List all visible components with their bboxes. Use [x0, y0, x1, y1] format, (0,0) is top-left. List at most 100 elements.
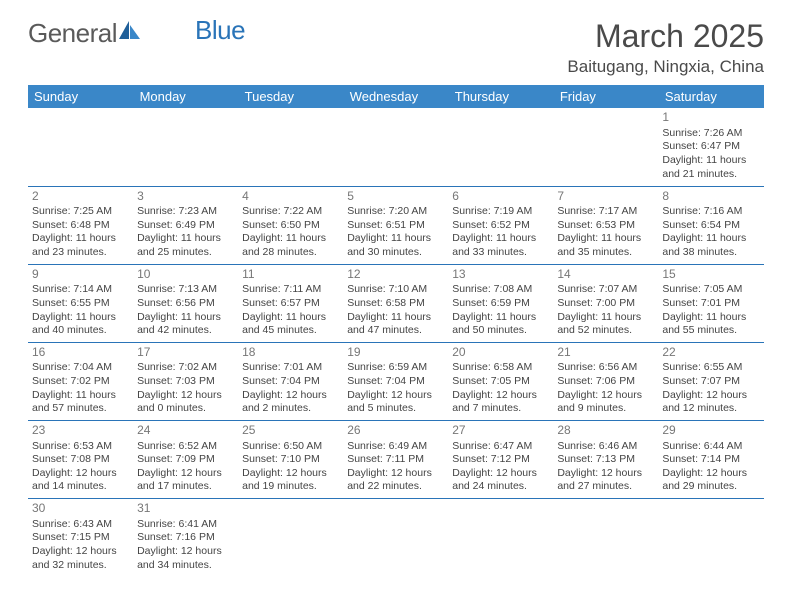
logo-text-2: Blue	[195, 15, 245, 46]
calendar-cell-empty	[28, 108, 133, 186]
daylight-line: Daylight: 11 hours and 33 minutes.	[452, 232, 549, 259]
calendar-cell-empty	[238, 499, 343, 577]
daylight-line: Daylight: 12 hours and 27 minutes.	[557, 467, 654, 494]
location-text: Baitugang, Ningxia, China	[567, 57, 764, 77]
calendar-cell: 29Sunrise: 6:44 AMSunset: 7:14 PMDayligh…	[658, 420, 763, 498]
calendar-cell: 9Sunrise: 7:14 AMSunset: 6:55 PMDaylight…	[28, 264, 133, 342]
day-number: 13	[452, 267, 549, 283]
sunrise-line: Sunrise: 7:25 AM	[32, 205, 129, 219]
sunrise-line: Sunrise: 7:16 AM	[662, 205, 759, 219]
calendar-cell-empty	[658, 499, 763, 577]
day-number: 26	[347, 423, 444, 439]
daylight-line: Daylight: 12 hours and 29 minutes.	[662, 467, 759, 494]
sunset-line: Sunset: 7:04 PM	[242, 375, 339, 389]
title-block: March 2025 Baitugang, Ningxia, China	[567, 18, 764, 77]
day-number: 6	[452, 189, 549, 205]
sunset-line: Sunset: 7:09 PM	[137, 453, 234, 467]
day-number: 24	[137, 423, 234, 439]
daylight-line: Daylight: 12 hours and 5 minutes.	[347, 389, 444, 416]
sunrise-line: Sunrise: 7:17 AM	[557, 205, 654, 219]
calendar-cell-empty	[343, 499, 448, 577]
day-number: 15	[662, 267, 759, 283]
calendar-body: 1Sunrise: 7:26 AMSunset: 6:47 PMDaylight…	[28, 108, 764, 577]
calendar-cell: 4Sunrise: 7:22 AMSunset: 6:50 PMDaylight…	[238, 186, 343, 264]
sunset-line: Sunset: 6:58 PM	[347, 297, 444, 311]
sunrise-line: Sunrise: 6:50 AM	[242, 440, 339, 454]
calendar-cell: 10Sunrise: 7:13 AMSunset: 6:56 PMDayligh…	[133, 264, 238, 342]
day-number: 17	[137, 345, 234, 361]
daylight-line: Daylight: 11 hours and 38 minutes.	[662, 232, 759, 259]
calendar-cell: 7Sunrise: 7:17 AMSunset: 6:53 PMDaylight…	[553, 186, 658, 264]
sunrise-line: Sunrise: 7:20 AM	[347, 205, 444, 219]
calendar-cell: 6Sunrise: 7:19 AMSunset: 6:52 PMDaylight…	[448, 186, 553, 264]
daylight-line: Daylight: 12 hours and 34 minutes.	[137, 545, 234, 572]
sunrise-line: Sunrise: 6:47 AM	[452, 440, 549, 454]
day-number: 20	[452, 345, 549, 361]
column-header: Thursday	[448, 85, 553, 108]
logo-text-1: General	[28, 18, 117, 49]
calendar-cell: 12Sunrise: 7:10 AMSunset: 6:58 PMDayligh…	[343, 264, 448, 342]
calendar-cell-empty	[133, 108, 238, 186]
sunset-line: Sunset: 7:11 PM	[347, 453, 444, 467]
day-number: 9	[32, 267, 129, 283]
calendar-cell: 31Sunrise: 6:41 AMSunset: 7:16 PMDayligh…	[133, 499, 238, 577]
calendar-cell-empty	[343, 108, 448, 186]
sunrise-line: Sunrise: 6:55 AM	[662, 361, 759, 375]
day-number: 16	[32, 345, 129, 361]
calendar-cell: 11Sunrise: 7:11 AMSunset: 6:57 PMDayligh…	[238, 264, 343, 342]
daylight-line: Daylight: 11 hours and 40 minutes.	[32, 311, 129, 338]
sunrise-line: Sunrise: 7:08 AM	[452, 283, 549, 297]
calendar-cell: 21Sunrise: 6:56 AMSunset: 7:06 PMDayligh…	[553, 342, 658, 420]
sunrise-line: Sunrise: 6:59 AM	[347, 361, 444, 375]
daylight-line: Daylight: 11 hours and 30 minutes.	[347, 232, 444, 259]
day-number: 4	[242, 189, 339, 205]
sunrise-line: Sunrise: 7:04 AM	[32, 361, 129, 375]
calendar-cell: 16Sunrise: 7:04 AMSunset: 7:02 PMDayligh…	[28, 342, 133, 420]
column-header: Saturday	[658, 85, 763, 108]
sunset-line: Sunset: 6:54 PM	[662, 219, 759, 233]
calendar-cell: 19Sunrise: 6:59 AMSunset: 7:04 PMDayligh…	[343, 342, 448, 420]
column-header: Friday	[553, 85, 658, 108]
daylight-line: Daylight: 12 hours and 2 minutes.	[242, 389, 339, 416]
sunrise-line: Sunrise: 6:44 AM	[662, 440, 759, 454]
sunset-line: Sunset: 7:07 PM	[662, 375, 759, 389]
day-number: 14	[557, 267, 654, 283]
logo: General Blue	[28, 18, 245, 49]
sunset-line: Sunset: 7:15 PM	[32, 531, 129, 545]
calendar-cell: 8Sunrise: 7:16 AMSunset: 6:54 PMDaylight…	[658, 186, 763, 264]
calendar-cell: 23Sunrise: 6:53 AMSunset: 7:08 PMDayligh…	[28, 420, 133, 498]
calendar-cell-empty	[553, 499, 658, 577]
sunset-line: Sunset: 6:48 PM	[32, 219, 129, 233]
sunset-line: Sunset: 7:08 PM	[32, 453, 129, 467]
sunrise-line: Sunrise: 7:02 AM	[137, 361, 234, 375]
calendar-cell: 24Sunrise: 6:52 AMSunset: 7:09 PMDayligh…	[133, 420, 238, 498]
calendar-table: SundayMondayTuesdayWednesdayThursdayFrid…	[28, 85, 764, 577]
sunrise-line: Sunrise: 6:58 AM	[452, 361, 549, 375]
sunset-line: Sunset: 7:04 PM	[347, 375, 444, 389]
day-number: 28	[557, 423, 654, 439]
daylight-line: Daylight: 12 hours and 22 minutes.	[347, 467, 444, 494]
calendar-cell: 25Sunrise: 6:50 AMSunset: 7:10 PMDayligh…	[238, 420, 343, 498]
calendar-cell: 30Sunrise: 6:43 AMSunset: 7:15 PMDayligh…	[28, 499, 133, 577]
calendar-cell: 20Sunrise: 6:58 AMSunset: 7:05 PMDayligh…	[448, 342, 553, 420]
day-number: 3	[137, 189, 234, 205]
sunrise-line: Sunrise: 7:01 AM	[242, 361, 339, 375]
sunrise-line: Sunrise: 6:46 AM	[557, 440, 654, 454]
sunset-line: Sunset: 6:50 PM	[242, 219, 339, 233]
calendar-cell: 18Sunrise: 7:01 AMSunset: 7:04 PMDayligh…	[238, 342, 343, 420]
daylight-line: Daylight: 11 hours and 35 minutes.	[557, 232, 654, 259]
sunset-line: Sunset: 7:05 PM	[452, 375, 549, 389]
sunset-line: Sunset: 6:49 PM	[137, 219, 234, 233]
sunrise-line: Sunrise: 7:23 AM	[137, 205, 234, 219]
daylight-line: Daylight: 11 hours and 23 minutes.	[32, 232, 129, 259]
daylight-line: Daylight: 12 hours and 32 minutes.	[32, 545, 129, 572]
sunset-line: Sunset: 6:56 PM	[137, 297, 234, 311]
daylight-line: Daylight: 12 hours and 9 minutes.	[557, 389, 654, 416]
day-number: 21	[557, 345, 654, 361]
sunset-line: Sunset: 7:10 PM	[242, 453, 339, 467]
sunset-line: Sunset: 7:03 PM	[137, 375, 234, 389]
column-header: Tuesday	[238, 85, 343, 108]
sunrise-line: Sunrise: 6:49 AM	[347, 440, 444, 454]
day-number: 29	[662, 423, 759, 439]
calendar-cell: 14Sunrise: 7:07 AMSunset: 7:00 PMDayligh…	[553, 264, 658, 342]
